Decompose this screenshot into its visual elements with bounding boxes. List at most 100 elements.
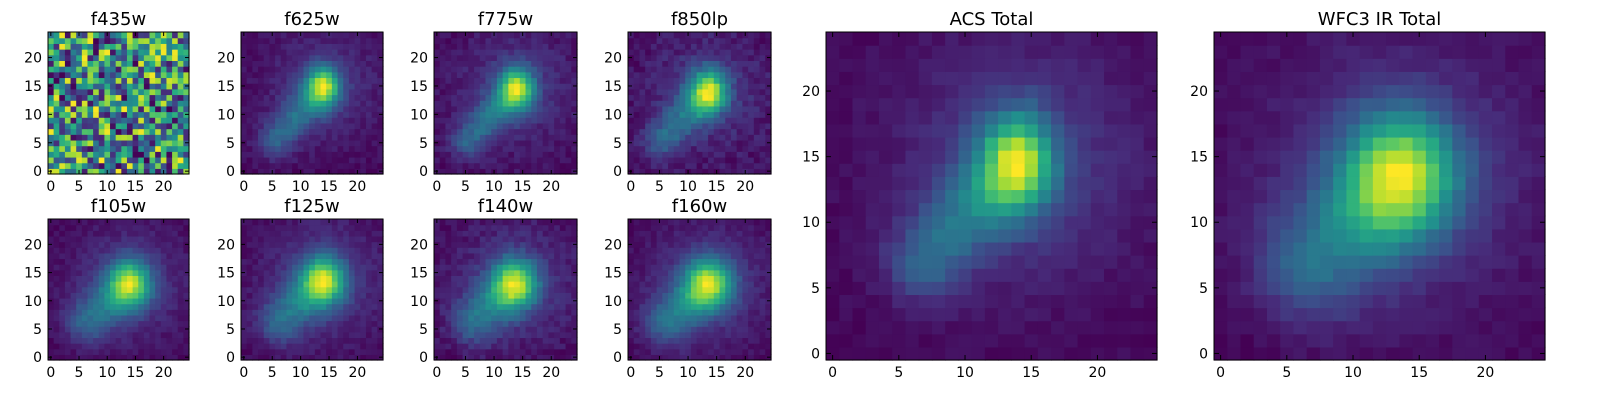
heatmap-cell (127, 146, 133, 152)
heatmap-cell (520, 292, 526, 298)
heatmap-cell (65, 292, 71, 298)
heatmap-cell (241, 230, 247, 236)
heatmap-cell (298, 349, 304, 355)
heatmap-cell (178, 332, 184, 338)
heatmap-cell (566, 83, 572, 89)
heatmap-cell (258, 315, 264, 321)
heatmap-cell (54, 134, 60, 140)
heatmap-cell (691, 337, 697, 343)
heatmap-cell (662, 77, 668, 83)
heatmap-cell (480, 281, 486, 287)
heatmap-cell (372, 77, 378, 83)
heatmap-cell (508, 270, 514, 276)
heatmap-cell (303, 253, 309, 259)
heatmap-cell (48, 157, 54, 163)
heatmap-cell (554, 151, 560, 157)
heatmap-cell (286, 55, 292, 61)
heatmap-cell (332, 123, 338, 129)
heatmap-cell (474, 225, 480, 231)
heatmap-cell (560, 157, 566, 163)
heatmap-cell (298, 129, 304, 135)
heatmap-cell (508, 66, 514, 72)
heatmap-cell (497, 292, 503, 298)
heatmap-cell (99, 89, 105, 95)
heatmap-cell (59, 123, 65, 129)
heatmap-cell (657, 77, 663, 83)
heatmap-cell (281, 236, 287, 242)
heatmap-cell (93, 106, 99, 112)
heatmap-cell (754, 117, 760, 123)
heatmap-cell (468, 117, 474, 123)
heatmap-cell (520, 247, 526, 253)
heatmap-cell (531, 287, 537, 293)
heatmap-cell (463, 225, 469, 231)
heatmap-cell (526, 258, 532, 264)
heatmap-cell (485, 129, 491, 135)
heatmap-cell (440, 129, 446, 135)
heatmap-cell (725, 298, 731, 304)
heatmap-cell (247, 337, 253, 343)
heatmap-cell (144, 134, 150, 140)
heatmap-cell (275, 100, 281, 106)
heatmap-cell (366, 146, 372, 152)
heatmap-cell (275, 270, 281, 276)
heatmap-cell (275, 326, 281, 332)
heatmap-cell (520, 304, 526, 310)
heatmap-cell (691, 66, 697, 72)
heatmap-cell (258, 100, 264, 106)
heatmap-cell (468, 112, 474, 118)
heatmap-cell (725, 32, 731, 38)
heatmap-cell (133, 230, 139, 236)
heatmap-cell (93, 287, 99, 293)
heatmap-cell (281, 43, 287, 49)
heatmap-cell (343, 117, 349, 123)
heatmap-cell (127, 242, 133, 248)
heatmap-cell (731, 326, 737, 332)
heatmap-cell (138, 146, 144, 152)
heatmap-cell (138, 38, 144, 44)
heatmap-cell (742, 94, 748, 100)
heatmap-cell (560, 94, 566, 100)
heatmap-cell (332, 151, 338, 157)
heatmap-cell (657, 343, 663, 349)
heatmap-cell (252, 343, 258, 349)
heatmap-cell (321, 123, 327, 129)
heatmap-cell (468, 349, 474, 355)
heatmap-cell (172, 258, 178, 264)
heatmap-cell (737, 326, 743, 332)
heatmap-cell (133, 94, 139, 100)
heatmap-cell (691, 304, 697, 310)
heatmap-cell (269, 163, 275, 169)
heatmap-cell (445, 292, 451, 298)
heatmap-cell (247, 315, 253, 321)
heatmap-cell (93, 134, 99, 140)
heatmap-cell (445, 264, 451, 270)
heatmap-cell (93, 343, 99, 349)
heatmap-cell (343, 72, 349, 78)
heatmap-cell (548, 106, 554, 112)
heatmap-cell (526, 281, 532, 287)
heatmap-cell (269, 242, 275, 248)
heatmap-cell (309, 94, 315, 100)
heatmap-cell (298, 163, 304, 169)
heatmap-cell (537, 89, 543, 95)
heatmap-cell (554, 66, 560, 72)
heatmap-cell (332, 287, 338, 293)
heatmap-cell (440, 77, 446, 83)
heatmap-cell (720, 281, 726, 287)
heatmap-cell (543, 38, 549, 44)
heatmap-cell (674, 60, 680, 66)
heatmap-cell (372, 129, 378, 135)
heatmap-cell (138, 157, 144, 163)
heatmap-cell (298, 315, 304, 321)
heatmap-cell (264, 38, 270, 44)
heatmap-cell (480, 66, 486, 72)
heatmap-cell (372, 100, 378, 106)
heatmap-cell (634, 60, 640, 66)
heatmap-cell (514, 304, 520, 310)
heatmap-cell (121, 106, 127, 112)
heatmap-cell (463, 287, 469, 293)
heatmap-cell (309, 129, 315, 135)
heatmap-cell (178, 309, 184, 315)
heatmap-cell (281, 264, 287, 270)
